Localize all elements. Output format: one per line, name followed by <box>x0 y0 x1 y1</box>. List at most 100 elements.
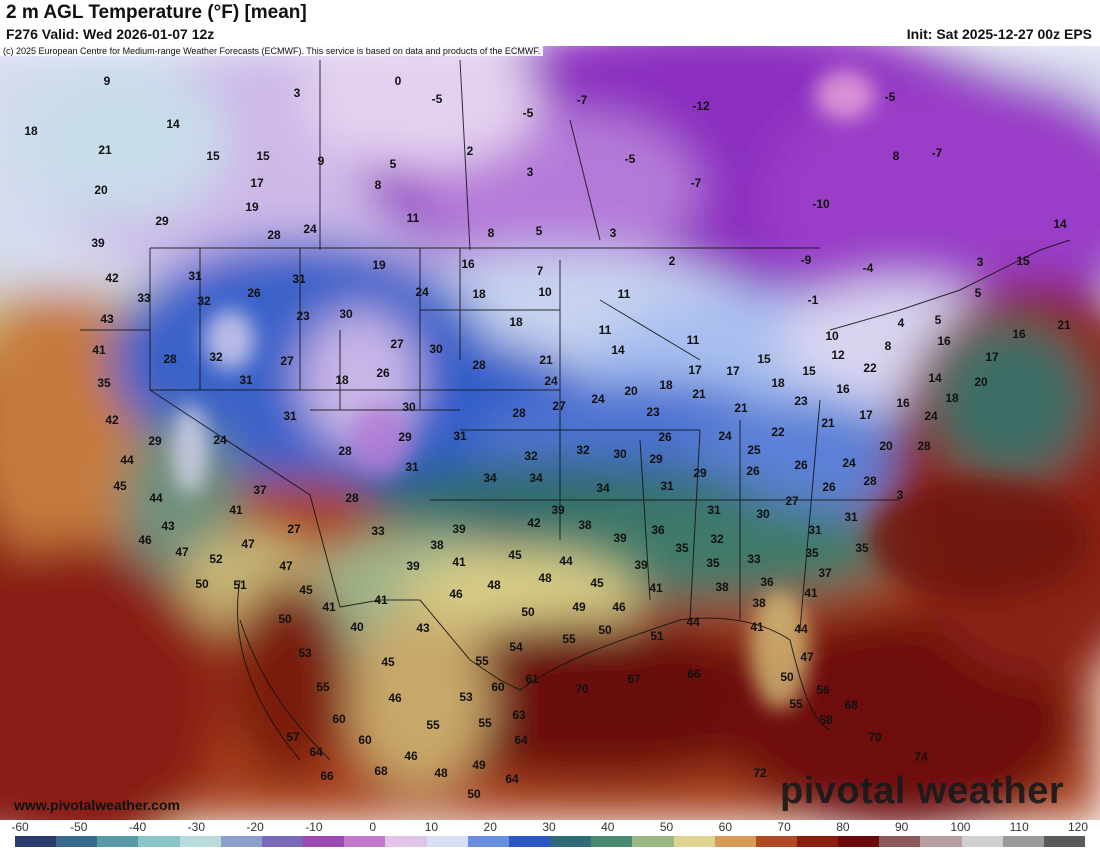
temperature-value: -5 <box>431 92 443 106</box>
legend-tick-label: 110 <box>1009 820 1029 834</box>
temperature-value: 42 <box>105 271 119 285</box>
legend-tick-label: 20 <box>483 820 497 834</box>
temperature-value: 44 <box>686 615 700 629</box>
temperature-value: 57 <box>286 730 300 744</box>
temperature-value: 28 <box>472 358 486 372</box>
temperature-value: 46 <box>138 533 152 547</box>
temperature-value: 38 <box>752 596 766 610</box>
legend-tick-label: 50 <box>659 820 674 834</box>
temperature-value: 55 <box>316 680 330 694</box>
legend-color-swatch <box>467 836 509 847</box>
temperature-value: 31 <box>405 460 419 474</box>
temperature-value: 15 <box>757 352 771 366</box>
temperature-value: 60 <box>491 680 505 694</box>
temperature-value: 7 <box>536 264 544 278</box>
temperature-value: 33 <box>747 552 761 566</box>
temperature-value: 26 <box>746 464 760 478</box>
legend-color-swatch <box>138 836 180 847</box>
legend-tick-label: 30 <box>542 820 556 834</box>
map-title: 2 m AGL Temperature (°F) [mean] <box>6 2 307 23</box>
legend-color-swatch <box>632 836 674 847</box>
temperature-value: 18 <box>771 376 785 390</box>
temperature-value: 41 <box>452 555 466 569</box>
temperature-value: 47 <box>175 545 189 559</box>
temperature-value: 3 <box>526 165 534 179</box>
temperature-value: 29 <box>649 452 663 466</box>
temperature-value: 64 <box>309 745 323 759</box>
temperature-value: 26 <box>794 458 808 472</box>
temperature-value: -7 <box>931 146 943 160</box>
temperature-value: 72 <box>753 766 767 780</box>
temperature-value: 66 <box>320 769 334 783</box>
temperature-value: 11 <box>598 323 612 337</box>
temperature-value: 9 <box>103 74 111 88</box>
legend-color-swatch <box>920 836 962 847</box>
temperature-value: 46 <box>449 587 463 601</box>
temperature-value: 43 <box>416 621 430 635</box>
temperature-value: 53 <box>298 646 312 660</box>
temperature-value: 26 <box>376 366 390 380</box>
legend-color-swatch <box>755 836 797 847</box>
legend-tick-label: -10 <box>305 820 323 834</box>
temperature-value: 45 <box>113 479 127 493</box>
temperature-value: 24 <box>213 433 227 447</box>
temperature-value: 50 <box>467 787 481 801</box>
temperature-value: 46 <box>388 691 402 705</box>
temperature-value: 28 <box>163 352 177 366</box>
legend-color-swatch <box>838 836 880 847</box>
temperature-value: 26 <box>658 430 672 444</box>
temperature-value: 8 <box>892 149 900 163</box>
temperature-value: 25 <box>747 443 761 457</box>
temperature-value: 17 <box>250 176 264 190</box>
temperature-value: 52 <box>209 552 223 566</box>
temperature-value: 38 <box>578 518 592 532</box>
temperature-value: 31 <box>292 272 306 286</box>
temperature-value: 16 <box>461 257 475 271</box>
temperature-value: 18 <box>335 373 349 387</box>
legend-color-swatch <box>1002 836 1044 847</box>
temperature-value: 9 <box>317 154 325 168</box>
temperature-map[interactable]: 9 3 0 -5 -7 -5 -12 -5 18 14 21 15 15 9 2 5 3 -5 8 -7 17 8 -7 20… <box>0 46 1100 820</box>
temperature-value: 41 <box>229 503 243 517</box>
temperature-value: 10 <box>825 329 839 343</box>
temperature-field <box>0 46 1100 820</box>
temperature-value: 31 <box>283 409 297 423</box>
temperature-value: 30 <box>339 307 353 321</box>
website-watermark[interactable]: www.pivotalweather.com <box>14 797 180 813</box>
temperature-value: 31 <box>844 510 858 524</box>
temperature-value: 20 <box>974 375 988 389</box>
temperature-value: 24 <box>303 222 317 236</box>
temperature-value: 46 <box>612 600 626 614</box>
temperature-value: 3 <box>896 488 904 502</box>
temperature-value: 10 <box>538 285 552 299</box>
legend-color-swatch <box>591 836 633 847</box>
temperature-value: 30 <box>402 400 416 414</box>
temperature-value: 20 <box>624 384 638 398</box>
temperature-value: 67 <box>627 672 641 686</box>
temperature-value: 56 <box>816 683 830 697</box>
temperature-value: 55 <box>562 632 576 646</box>
temperature-value: 15 <box>256 149 270 163</box>
temperature-value: 20 <box>94 183 108 197</box>
temperature-value: 28 <box>267 228 281 242</box>
temperature-value: 51 <box>233 578 247 592</box>
temperature-value: 39 <box>452 522 466 536</box>
temperature-value: 43 <box>100 312 114 326</box>
temperature-value: 23 <box>794 394 808 408</box>
temperature-value: 50 <box>598 623 612 637</box>
legend-color-swatch <box>550 836 592 847</box>
temperature-value: 41 <box>374 593 388 607</box>
temperature-value: 15 <box>1016 254 1030 268</box>
temperature-value: 21 <box>539 353 553 367</box>
temperature-value: 45 <box>508 548 522 562</box>
temperature-value: 29 <box>693 466 707 480</box>
temperature-value: 24 <box>415 285 429 299</box>
legend-color-swatch <box>303 836 345 847</box>
legend-tick-label: 60 <box>718 820 733 834</box>
temperature-value: 22 <box>863 361 877 375</box>
legend-color-swatch <box>261 836 304 847</box>
legend-tick-label: 100 <box>950 820 971 834</box>
temperature-value: 43 <box>161 519 175 533</box>
temperature-value: 28 <box>338 444 352 458</box>
temperature-value: 31 <box>808 523 822 537</box>
